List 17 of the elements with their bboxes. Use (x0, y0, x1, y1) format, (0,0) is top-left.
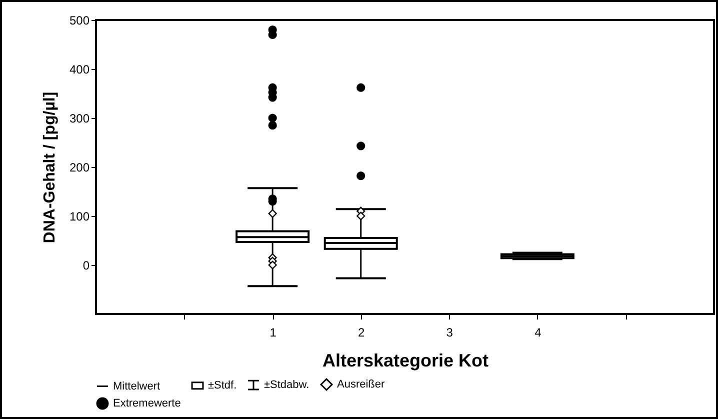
legend-label: Extremewerte (113, 398, 181, 410)
x-axis-title: Alterskategorie Kot (322, 350, 489, 370)
y-tick-label: 300 (69, 112, 90, 126)
y-tick-label: 100 (69, 210, 90, 224)
x-tick-label: 2 (358, 326, 366, 340)
x-tick-label: 1 (270, 326, 277, 340)
legend-label: ±Stdf. (208, 380, 237, 392)
text: Mittelwert (113, 380, 160, 392)
x-tick-label: 3 (446, 326, 454, 340)
y-tick-label: 500 (69, 14, 90, 28)
y-axis-title: DNA-Gehalt / [pg/µl] (41, 92, 58, 244)
y-tick-label: 200 (69, 160, 90, 174)
text: ±Stdabw. (264, 379, 310, 392)
legend-label: Ausreißer (337, 378, 386, 391)
y-tick-label: 0 (82, 258, 90, 272)
y-tick-label: 400 (69, 62, 90, 76)
x-tick-label: 4 (534, 326, 542, 340)
